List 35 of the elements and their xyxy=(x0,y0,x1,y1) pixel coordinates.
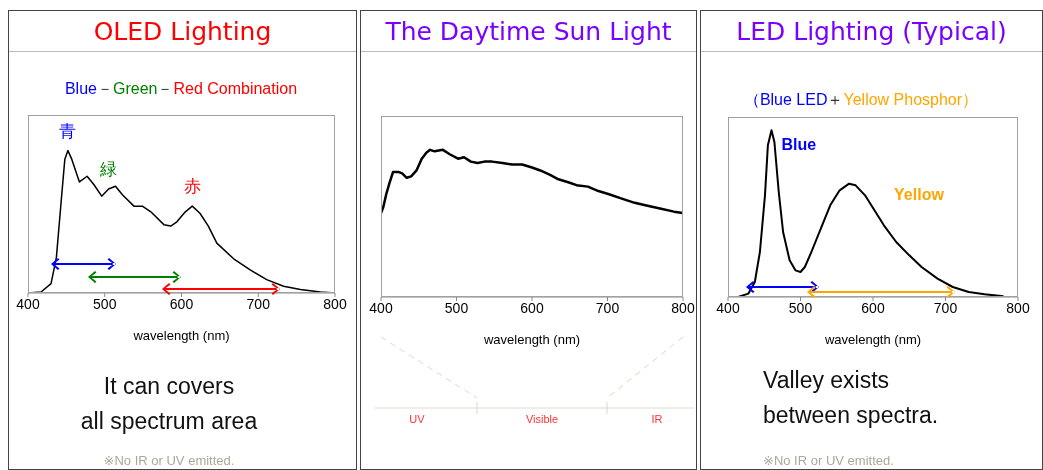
annotation: Yellow xyxy=(893,185,944,203)
text: ※No IR or UV emitted. xyxy=(102,453,236,468)
x-tick-label: 600 xyxy=(519,299,544,316)
text: IR xyxy=(651,412,663,425)
x-tick-label: 400 xyxy=(15,295,40,312)
x-axis-title: wavelength (nm) xyxy=(823,331,921,347)
x-tick-label: 700 xyxy=(595,299,619,316)
chart-title: OLED Lighting xyxy=(9,11,356,52)
x-tick-label: 600 xyxy=(169,295,193,312)
x-tick-label: 800 xyxy=(322,295,347,312)
x-tick-label: 700 xyxy=(246,295,270,312)
chart-subtitle: Blue－Green－Red Combination xyxy=(64,80,298,97)
text: Visible xyxy=(525,412,558,425)
x-axis-title: wavelength (nm) xyxy=(482,331,580,347)
annotation: Blue xyxy=(781,135,816,153)
x-tick-label: 500 xyxy=(788,299,812,316)
x-tick-label: 400 xyxy=(715,299,740,316)
text: It can covers all spectrum area xyxy=(79,372,259,436)
chart-subtitle: （Blue LED＋Yellow Phosphor） xyxy=(743,91,979,108)
annotation: 青 xyxy=(58,120,76,141)
text: ※No IR or UV emitted. xyxy=(763,453,895,468)
x-tick-label: 500 xyxy=(92,295,117,312)
chart-title: LED Lighting (Typical) xyxy=(701,11,1042,52)
chart-title: The Daytime Sun Light xyxy=(361,11,696,52)
annotation: 緑 xyxy=(98,158,117,179)
text: UV xyxy=(408,412,425,425)
text: Valley exists between spectra. xyxy=(763,366,940,430)
x-tick-label: 800 xyxy=(1005,299,1030,316)
x-tick-label: 800 xyxy=(670,299,695,316)
x-axis-title: wavelength (nm) xyxy=(131,327,230,343)
x-tick-label: 700 xyxy=(933,299,957,316)
x-tick-label: 600 xyxy=(860,299,885,316)
x-tick-label: 400 xyxy=(368,299,393,316)
annotation: 赤 xyxy=(183,175,201,196)
x-tick-label: 500 xyxy=(444,299,468,316)
